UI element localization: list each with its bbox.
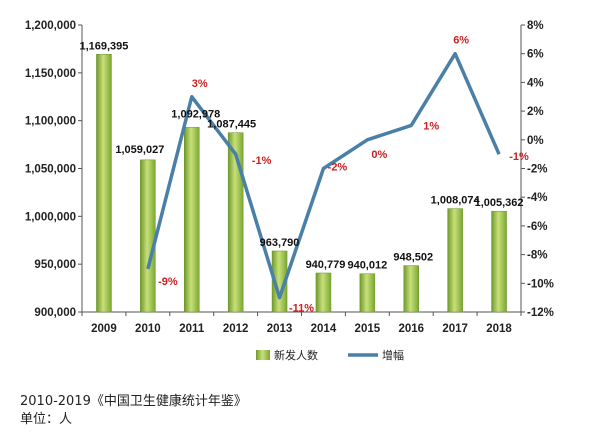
x-tick-label: 2010	[135, 323, 161, 335]
x-tick-label: 2013	[267, 323, 293, 335]
y-left-tick-label: 1,000,000	[25, 211, 76, 223]
bar	[271, 250, 288, 313]
plot-area: 900,000 950,000 1,000,000 1,050,000 1,100,00…	[25, 20, 554, 335]
y-right-tick-label: 2%	[527, 106, 544, 118]
bar-value-label: 1,005,362	[475, 197, 524, 209]
bar	[96, 54, 112, 313]
bar-value-label: 948,502	[393, 252, 433, 264]
x-tick-label: 2011	[179, 323, 205, 335]
unit-note: 单位：人	[20, 412, 73, 427]
y-right-tick-label: -6%	[527, 221, 547, 233]
y-right-tick-label: 6%	[527, 49, 544, 61]
legend-label-bar: 新发人数	[274, 348, 318, 362]
legend-swatch-bar	[256, 350, 270, 360]
bar	[447, 208, 463, 313]
bar	[491, 210, 507, 313]
growth-value-label: 6%	[453, 35, 469, 47]
growth-value-label: 3%	[192, 78, 208, 90]
y-right-tick-label: -10%	[527, 278, 554, 290]
bar-value-label: 940,012	[347, 260, 387, 272]
growth-value-label: -2%	[328, 162, 348, 174]
growth-value-label: -11%	[289, 303, 314, 315]
y-right-tick-label: 8%	[527, 20, 544, 32]
y-right-tick-label: -8%	[527, 250, 547, 262]
y-left-tick-label: 950,000	[34, 259, 76, 271]
growth-value-label: 0%	[371, 149, 387, 161]
x-tick-label: 2012	[223, 323, 249, 335]
y-left-tick-label: 1,200,000	[25, 20, 76, 32]
bar-value-label: 940,779	[306, 259, 346, 271]
bar	[315, 272, 332, 313]
bar	[227, 132, 244, 313]
bar-value-label: 1,087,445	[207, 119, 256, 131]
x-tick-label: 2016	[398, 323, 424, 335]
y-left-tick-label: 900,000	[34, 307, 76, 319]
y-right-tick-label: 4%	[527, 77, 544, 89]
y-right-tick-label: -2%	[527, 164, 547, 176]
y-left-tick-label: 1,050,000	[25, 164, 76, 176]
y-right-tick-label: -4%	[527, 192, 547, 204]
legend: 新发人数 增幅	[256, 348, 404, 362]
x-tick-label: 2014	[311, 323, 337, 335]
bar-value-label: 1,059,027	[115, 144, 164, 156]
y-left-tick-label: 1,150,000	[25, 68, 76, 80]
x-tick-label: 2018	[486, 323, 512, 335]
bar	[403, 265, 419, 313]
y-right-tick-label: 0%	[527, 135, 544, 147]
growth-value-label: -1%	[252, 155, 272, 167]
y-left-tick-label: 1,100,000	[25, 116, 76, 128]
growth-value-label: 1%	[423, 120, 439, 132]
growth-value-label: -9%	[158, 276, 178, 288]
x-tick-label: 2015	[355, 323, 381, 335]
bar-value-label: 963,790	[260, 237, 300, 249]
source-note: 2010-2019《中国卫生健康统计年鉴》	[20, 394, 247, 409]
x-tick-label: 2009	[91, 323, 117, 335]
x-tick-label: 2017	[442, 323, 468, 335]
bar	[140, 159, 156, 313]
growth-line	[146, 51, 501, 300]
y-right-tick-label: -12%	[527, 307, 554, 319]
legend-label-line: 增幅	[382, 348, 404, 362]
bar	[184, 127, 200, 313]
bar-value-label: 1,092,978	[171, 108, 220, 120]
growth-value-label: -1%	[509, 151, 529, 163]
bar	[359, 273, 376, 313]
bar-value-label: 1,008,074	[431, 195, 481, 207]
bar-value-label: 1,169,395	[79, 40, 128, 52]
